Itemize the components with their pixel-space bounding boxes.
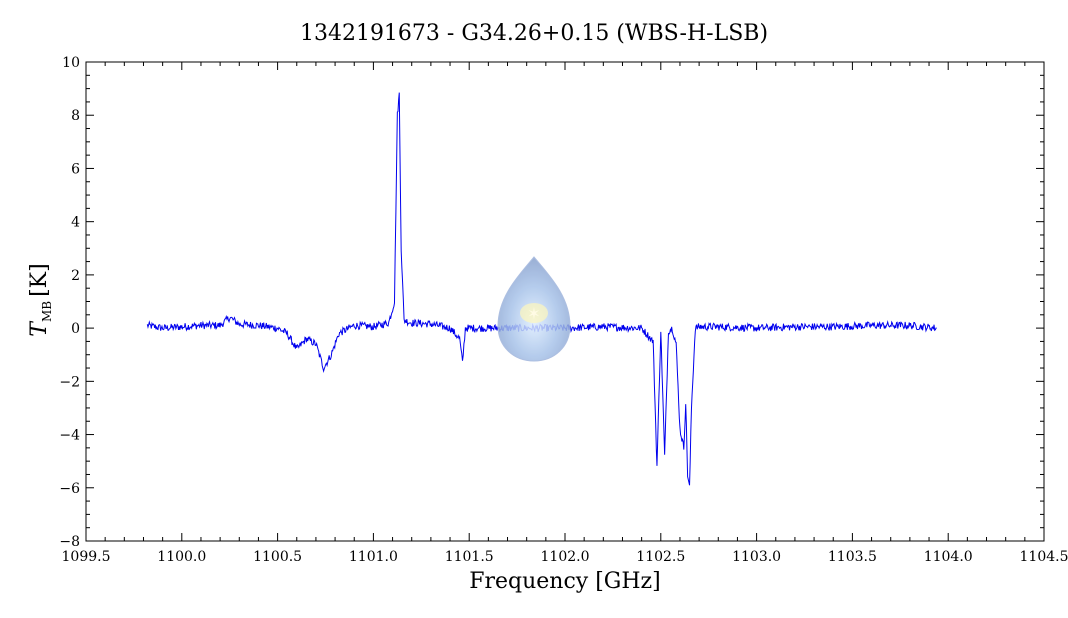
y-tick-label: 4 — [71, 215, 80, 231]
x-tick-label: 1101.0 — [349, 549, 398, 565]
y-axis-label: TMB[K] — [27, 263, 54, 336]
y-tick-label: 6 — [71, 161, 80, 177]
axis-ticks — [85, 61, 1045, 542]
y-tick-label: 8 — [71, 108, 80, 124]
x-axis-label: Frequency [GHz] — [469, 569, 661, 594]
x-tick-label: 1103.0 — [732, 549, 781, 565]
x-tick-labels: 1099.5 1100.0 1100.5 1101.0 1101.5 1102.0 1102… — [62, 549, 1068, 565]
svg-text:✶: ✶ — [527, 304, 540, 323]
chart-title: 1342191673 - G34.26+0.15 (WBS-H-LSB) — [300, 21, 768, 46]
x-tick-label: 1101.5 — [445, 549, 494, 565]
x-tick-label: 1104.5 — [1020, 549, 1068, 565]
x-tick-label: 1103.5 — [828, 549, 877, 565]
y-tick-label: −6 — [59, 481, 80, 497]
y-tick-label: −4 — [59, 428, 80, 444]
x-tick-label: 1100.5 — [253, 549, 302, 565]
y-tick-label: −2 — [59, 374, 80, 390]
y-tick-label: 10 — [62, 55, 80, 71]
watermark-logo: ✶ — [497, 256, 571, 362]
x-tick-label: 1104.0 — [924, 549, 973, 565]
y-tick-label: 2 — [71, 268, 80, 284]
y-tick-label: −8 — [59, 534, 80, 550]
x-tick-label: 1100.0 — [157, 549, 206, 565]
y-tick-labels: −8 −6 −4 −2 0 2 4 6 8 10 — [59, 55, 80, 550]
x-tick-label: 1099.5 — [62, 549, 111, 565]
y-tick-label: 0 — [71, 321, 80, 337]
x-tick-label: 1102.5 — [636, 549, 685, 565]
x-tick-label: 1102.0 — [541, 549, 590, 565]
